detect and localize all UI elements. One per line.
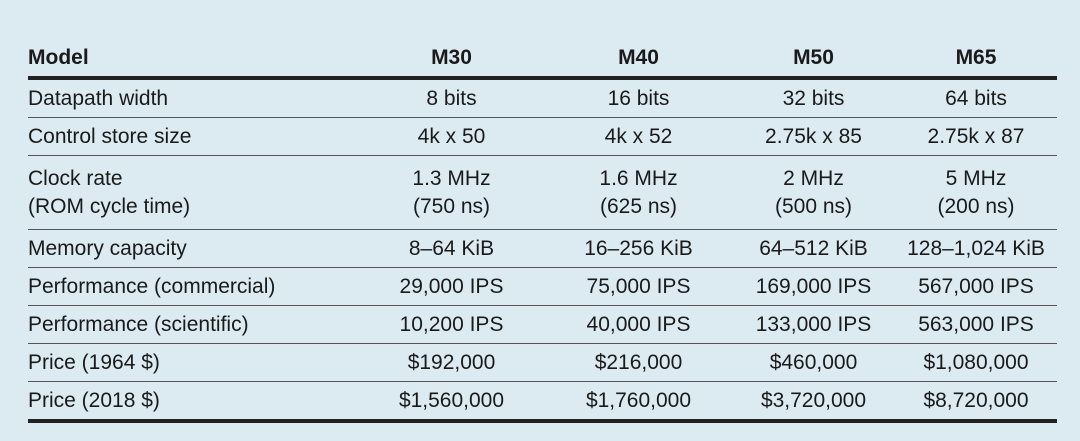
- cell-value: $1,560,000: [358, 381, 545, 423]
- cell-value: 64–512 KiB: [732, 229, 895, 268]
- cell-value: 128–1,024 KiB: [895, 229, 1057, 268]
- cell-value: 567,000 IPS: [895, 267, 1057, 306]
- cell-value-sub: (750 ns): [412, 194, 491, 218]
- row-label: Price (2018 $): [28, 381, 358, 423]
- cell-value: 169,000 IPS: [732, 267, 895, 306]
- cell-value-sub: (625 ns): [599, 194, 678, 218]
- cell-value: 1.6 MHz: [599, 166, 678, 190]
- cell-value: 75,000 IPS: [545, 267, 732, 306]
- cell-value: 8–64 KiB: [358, 229, 545, 268]
- row-label: Performance (commercial): [28, 267, 358, 306]
- column-header-model: Model: [28, 40, 358, 80]
- cell-value-pair: 1.3 MHz (750 ns): [358, 155, 545, 230]
- row-label: Clock rate: [28, 166, 123, 190]
- row-label: Memory capacity: [28, 229, 358, 268]
- cell-value: $216,000: [545, 343, 732, 382]
- row-label: Datapath width: [28, 78, 358, 118]
- cell-value: 1.3 MHz: [412, 166, 491, 190]
- cell-value: 4k x 52: [545, 117, 732, 156]
- row-label-cell: Clock rate (ROM cycle time): [28, 155, 358, 230]
- cell-value: 16 bits: [545, 78, 732, 118]
- cell-value: 40,000 IPS: [545, 305, 732, 344]
- cell-value: 8 bits: [358, 78, 545, 118]
- cell-value-pair: 5 MHz (200 ns): [895, 155, 1057, 230]
- column-header-m30: M30: [358, 40, 545, 80]
- row-label: Performance (scientific): [28, 305, 358, 344]
- column-header-m40: M40: [545, 40, 732, 80]
- cell-value: 10,200 IPS: [358, 305, 545, 344]
- cell-value: $460,000: [732, 343, 895, 382]
- cell-value: 563,000 IPS: [895, 305, 1057, 344]
- row-label: Price (1964 $): [28, 343, 358, 382]
- cell-value: 2.75k x 85: [732, 117, 895, 156]
- column-header-m50: M50: [732, 40, 895, 80]
- cell-value: 5 MHz: [945, 166, 1007, 190]
- cell-value: 2 MHz: [783, 166, 844, 190]
- cell-value: 32 bits: [732, 78, 895, 118]
- cell-value-pair: 2 MHz (500 ns): [732, 155, 895, 230]
- header-row: Model M30 M40 M50 M65: [28, 40, 1057, 80]
- cell-value: 4k x 50: [358, 117, 545, 156]
- cell-value: $8,720,000: [895, 381, 1057, 423]
- row-clock-rate: Clock rate (ROM cycle time) 1.3 MHz (750…: [28, 155, 1057, 230]
- cell-value: 2.75k x 87: [895, 117, 1057, 156]
- cell-value: 133,000 IPS: [732, 305, 895, 344]
- cell-value: $192,000: [358, 343, 545, 382]
- cell-value: $3,720,000: [732, 381, 895, 423]
- cell-value-sub: (500 ns): [774, 194, 853, 218]
- row-performance-commercial: Performance (commercial) 29,000 IPS 75,0…: [28, 267, 1057, 306]
- cell-value-sub: (200 ns): [937, 194, 1015, 218]
- row-memory-capacity: Memory capacity 8–64 KiB 16–256 KiB 64–5…: [28, 229, 1057, 268]
- row-performance-scientific: Performance (scientific) 10,200 IPS 40,0…: [28, 305, 1057, 344]
- cell-value: 29,000 IPS: [358, 267, 545, 306]
- cell-value: 16–256 KiB: [545, 229, 732, 268]
- cell-value: 64 bits: [895, 78, 1057, 118]
- specs-table-container: Model M30 M40 M50 M65 Datapath width 8 b…: [28, 40, 1057, 423]
- model-specs-table: Model M30 M40 M50 M65 Datapath width 8 b…: [28, 40, 1057, 423]
- table-body: Datapath width 8 bits 16 bits 32 bits 64…: [28, 78, 1057, 423]
- column-header-m65: M65: [895, 40, 1057, 80]
- cell-value: $1,760,000: [545, 381, 732, 423]
- row-price-1964: Price (1964 $) $192,000 $216,000 $460,00…: [28, 343, 1057, 382]
- cell-value-pair: 1.6 MHz (625 ns): [545, 155, 732, 230]
- row-label: Control store size: [28, 117, 358, 156]
- table-header: Model M30 M40 M50 M65: [28, 40, 1057, 80]
- row-control-store-size: Control store size 4k x 50 4k x 52 2.75k…: [28, 117, 1057, 156]
- row-price-2018: Price (2018 $) $1,560,000 $1,760,000 $3,…: [28, 381, 1057, 423]
- row-label-sub: (ROM cycle time): [28, 194, 191, 218]
- cell-value: $1,080,000: [895, 343, 1057, 382]
- row-datapath-width: Datapath width 8 bits 16 bits 32 bits 64…: [28, 78, 1057, 118]
